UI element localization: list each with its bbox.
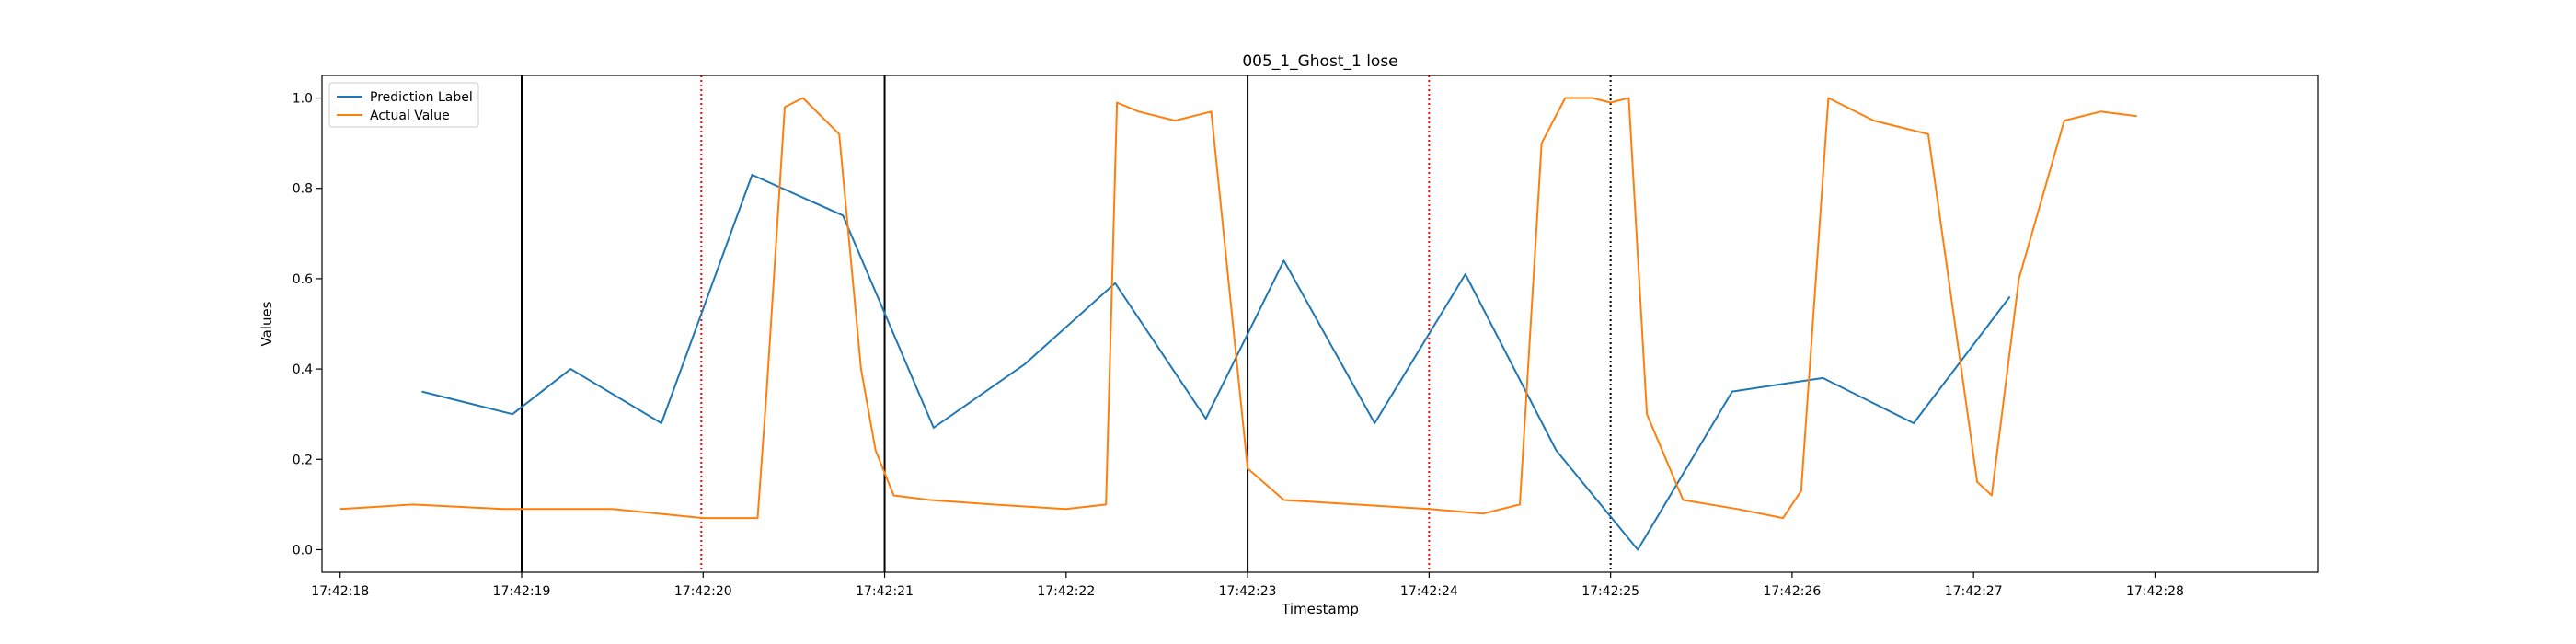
chart-title: 005_1_Ghost_1 lose xyxy=(1242,52,1397,71)
y-tick-label: 0.2 xyxy=(293,453,313,467)
x-tick-label: 17:42:20 xyxy=(674,584,732,599)
x-tick-label: 17:42:19 xyxy=(493,584,551,599)
x-tick-label: 17:42:28 xyxy=(2126,584,2184,599)
legend: Prediction Label Actual Value xyxy=(328,82,479,128)
y-tick-label: 0.0 xyxy=(293,543,313,558)
legend-label-actual: Actual Value xyxy=(370,109,450,123)
x-tick-label: 17:42:26 xyxy=(1763,584,1821,599)
x-tick-label: 17:42:27 xyxy=(1945,584,2003,599)
series-line-actual xyxy=(339,97,2137,520)
x-tick-label: 17:42:18 xyxy=(311,584,369,599)
series-line-prediction xyxy=(421,174,2011,551)
y-axis-label: Values xyxy=(259,301,275,346)
y-tick-label: 0.8 xyxy=(293,182,313,197)
plot-area xyxy=(321,75,2319,573)
y-tick-label: 1.0 xyxy=(293,92,313,107)
legend-box xyxy=(328,82,479,128)
legend-label-prediction: Prediction Label xyxy=(370,90,473,105)
x-axis: 17:42:18 17:42:19 17:42:20 17:42:21 17:42:22… xyxy=(311,572,2184,599)
y-tick-label: 0.6 xyxy=(293,272,313,287)
x-tick-label: 17:42:25 xyxy=(1581,584,1639,599)
x-tick-label: 17:42:23 xyxy=(1219,584,1277,599)
x-tick-label: 17:42:22 xyxy=(1037,584,1095,599)
y-tick-label: 0.4 xyxy=(293,362,313,377)
x-tick-label: 17:42:21 xyxy=(856,584,914,599)
y-axis: 0.0 0.2 0.4 0.6 0.8 1.0 xyxy=(293,92,322,558)
plot-frame xyxy=(321,75,2319,573)
x-tick-label: 17:42:24 xyxy=(1400,584,1458,599)
x-axis-label: Timestamp xyxy=(1281,601,1359,617)
